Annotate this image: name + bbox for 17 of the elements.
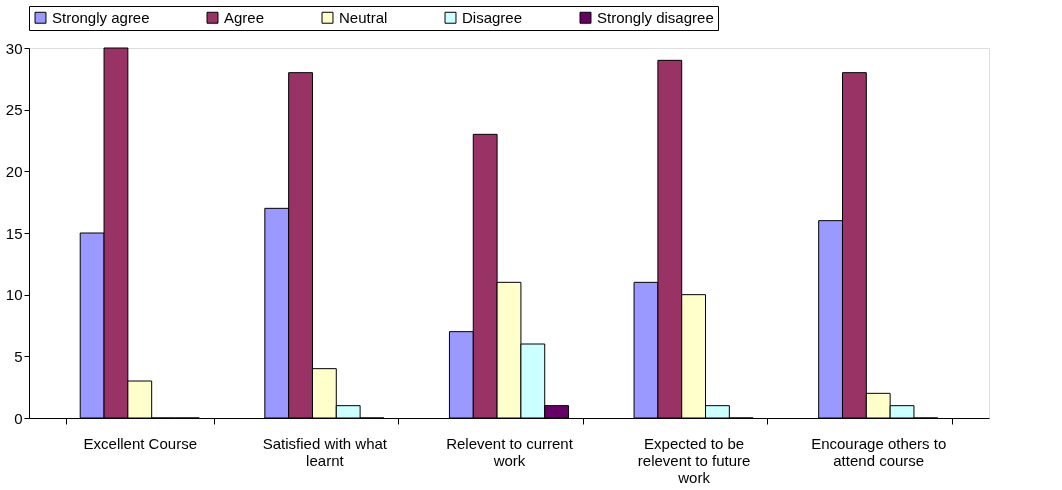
x-tick-label: Encourage others to attend course <box>811 434 947 469</box>
x-tick-label: Relevent to current work <box>446 434 574 469</box>
x-tick-label: Expected to be relevent to future work <box>637 434 751 486</box>
x-tick-label: Satisfied with what learnt <box>262 434 388 469</box>
y-tick-label: 30 <box>5 39 23 57</box>
legend-label: Agree <box>224 8 265 26</box>
y-tick-label: 5 <box>14 347 23 365</box>
y-tick-label: 25 <box>5 101 23 119</box>
legend-label: Neutral <box>339 8 388 26</box>
y-tick-label: 20 <box>5 162 23 180</box>
y-tick-label: 0 <box>14 409 23 427</box>
legend-label: Strongly disagree <box>597 8 714 26</box>
legend-label: Disagree <box>462 8 523 26</box>
y-tick-label: 10 <box>5 286 23 304</box>
x-tick-label: Excellent Course <box>83 434 197 452</box>
legend-label: Strongly agree <box>52 8 150 26</box>
y-tick-label: 15 <box>5 224 23 242</box>
